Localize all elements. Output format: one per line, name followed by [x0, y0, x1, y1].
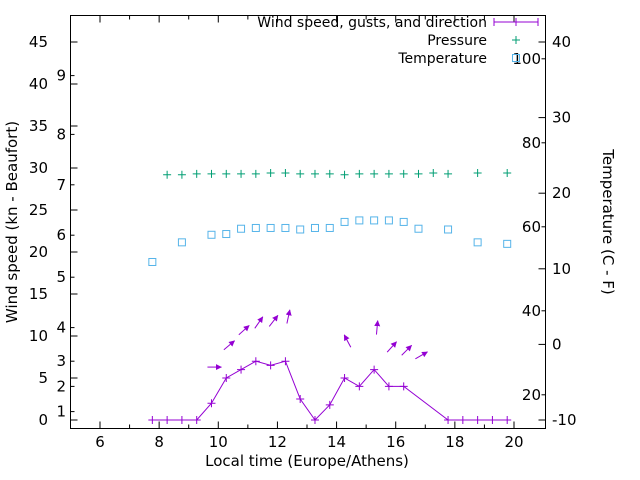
kn-tick-label: 45: [29, 33, 48, 51]
x-tick-label: 10: [209, 433, 228, 451]
temperature-point-marker: [251, 223, 260, 232]
wind-direction-arrow: [268, 314, 279, 327]
temperature-point-marker: [266, 223, 275, 232]
wind-direction-arrow: [386, 341, 397, 353]
celsius-tick-label: 10: [552, 260, 571, 278]
kn-tick-label: 35: [29, 117, 48, 135]
chart-generated-layer: 6 8 10 12 14 16 18 2005101520253035404512345678…: [29, 15, 577, 451]
legend-label-pressure: Pressure: [427, 33, 487, 49]
celsius-tick-label: 20: [552, 184, 571, 202]
temperature-point-marker: [325, 223, 334, 232]
kn-tick-label: 40: [29, 75, 48, 93]
kn-tick-label: 30: [29, 159, 48, 177]
wind-direction-arrows: [207, 309, 428, 371]
temperature-point-marker: [414, 224, 423, 233]
wind-direction-arrow: [415, 351, 428, 360]
beaufort-tick-label: 8: [56, 125, 66, 143]
celsius-tick-label: 40: [552, 33, 571, 51]
kn-tick-label: 10: [29, 327, 48, 345]
x-axis-title: Local time (Europe/Athens): [205, 452, 409, 470]
wind-series: [148, 357, 512, 424]
wind-direction-arrow: [374, 320, 381, 335]
pressure-point-markers: [163, 169, 512, 179]
wind-direction-arrow: [238, 325, 250, 336]
x-tick-label: 20: [504, 433, 523, 451]
wind-point-markers: [148, 357, 512, 424]
temperature-point-marker: [340, 217, 349, 226]
wind-direction-arrow: [254, 316, 264, 329]
right-y-axis-title: Temperature (C - F): [599, 148, 617, 295]
temperature-point-marker: [207, 230, 216, 239]
fahrenheit-tick-label: 40: [522, 302, 541, 320]
temperature-point-marker: [399, 217, 408, 226]
beaufort-tick-label: 7: [56, 176, 66, 194]
wind-direction-arrow: [285, 309, 292, 324]
x-tick-label: 8: [154, 433, 164, 451]
temperature-point-marker: [444, 225, 453, 234]
temperature-series: [148, 216, 512, 266]
beaufort-tick-label: 5: [56, 268, 66, 286]
kn-tick-label: 0: [38, 411, 48, 429]
temperature-point-marker: [370, 216, 379, 225]
wind-direction-arrow: [343, 334, 352, 348]
legend-sample-temperature: [512, 54, 520, 62]
wind-line: [152, 360, 508, 421]
x-tick-label: 16: [386, 433, 405, 451]
temperature-point-marker: [384, 216, 393, 225]
fahrenheit-tick-label: 20: [522, 386, 541, 404]
legend-label-wind: Wind speed, gusts, and direction: [257, 15, 487, 31]
temperature-point-marker: [503, 239, 512, 248]
temperature-point-marker: [177, 238, 186, 247]
temperature-point-marker: [296, 225, 305, 234]
fahrenheit-tick-label: 100: [512, 50, 541, 68]
beaufort-tick-label: 3: [56, 352, 66, 370]
legend-label-temperature: Temperature: [397, 51, 487, 67]
temperature-point-marker: [148, 257, 157, 266]
temperature-point-marker: [237, 224, 246, 233]
pressure-series: [163, 169, 512, 179]
legend: Wind speed, gusts, and direction Pressure…: [257, 15, 539, 67]
kn-tick-label: 15: [29, 285, 48, 303]
beaufort-tick-label: 9: [56, 67, 66, 85]
beaufort-tick-label: 6: [56, 226, 66, 244]
beaufort-tick-label: 1: [56, 403, 66, 421]
legend-sample-wind: [512, 18, 520, 26]
wind-direction-arrow: [401, 344, 412, 356]
x-tick-label: 18: [445, 433, 464, 451]
beaufort-tick-label: 2: [56, 377, 66, 395]
temperature-point-marker: [281, 223, 290, 232]
x-tick-label: 6: [95, 433, 105, 451]
fahrenheit-tick-label: 80: [522, 134, 541, 152]
x-tick-label: 12: [268, 433, 287, 451]
celsius-tick-label: -10: [552, 411, 577, 429]
celsius-tick-label: 0: [552, 335, 562, 353]
beaufort-tick-label: 4: [56, 319, 66, 337]
temperature-point-marker: [310, 223, 319, 232]
legend-sample-pressure: [512, 36, 520, 44]
plot-border: [70, 15, 546, 429]
temperature-point-marker: [473, 238, 482, 247]
x-tick-label: 14: [327, 433, 346, 451]
left-y-axis-title: Wind speed (kn - Beaufort): [3, 121, 21, 323]
kn-tick-label: 5: [38, 369, 48, 387]
wind-direction-arrow: [223, 340, 235, 351]
kn-tick-label: 20: [29, 243, 48, 261]
kn-tick-label: 25: [29, 201, 48, 219]
celsius-tick-label: 30: [552, 109, 571, 127]
axes: 6 8 10 12 14 16 18 2005101520253035404512345678…: [29, 15, 577, 451]
fahrenheit-tick-label: 60: [522, 218, 541, 236]
temperature-point-marker: [355, 216, 364, 225]
temperature-point-marker: [222, 230, 231, 239]
